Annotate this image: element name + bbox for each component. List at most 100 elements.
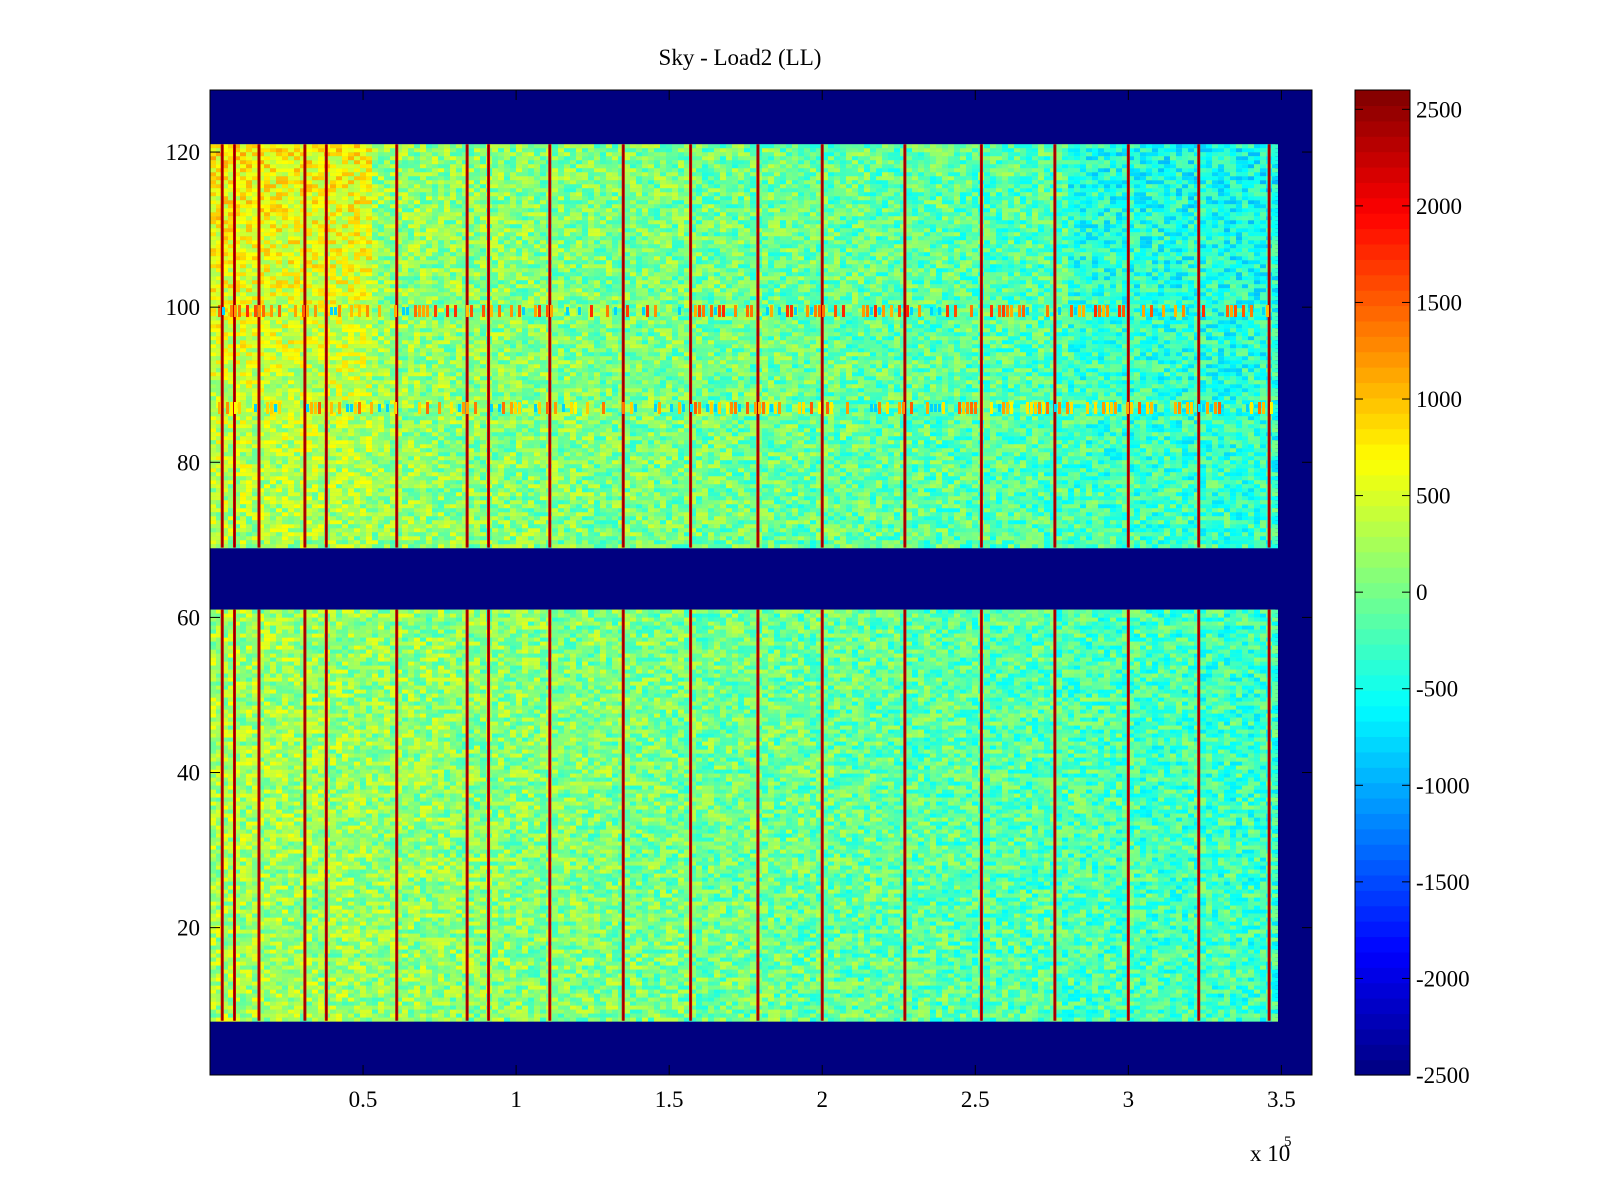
heatmap-cell — [462, 376, 468, 381]
heatmap-cell — [210, 536, 216, 541]
heatmap-cell — [222, 436, 228, 441]
heatmap-cell — [246, 384, 252, 389]
heatmap-cell — [414, 164, 420, 169]
heatmap-cell — [438, 316, 444, 321]
heatmap-cell — [288, 464, 294, 469]
heatmap-cell — [318, 144, 324, 149]
heatmap-cell — [270, 492, 276, 497]
heatmap-cell — [402, 428, 408, 433]
heatmap-cell — [414, 300, 420, 305]
heatmap-cell — [282, 484, 288, 489]
heatmap-cell — [210, 488, 216, 493]
heatmap-cell — [396, 536, 402, 541]
heatmap-cell — [228, 512, 234, 517]
heatmap-cell — [402, 416, 408, 421]
heatmap-cell — [264, 392, 270, 397]
heatmap-cell — [396, 184, 402, 189]
heatmap-cell — [426, 528, 432, 533]
heatmap-cell — [456, 320, 462, 325]
heatmap-cell — [294, 504, 300, 509]
heatmap-cell — [354, 192, 360, 197]
heatmap-cell — [444, 504, 450, 509]
heatmap-cell — [282, 364, 288, 369]
heatmap-cell — [210, 160, 216, 165]
heatmap-cell — [372, 428, 378, 433]
heatmap-cell — [234, 228, 240, 233]
heatmap-cell — [348, 392, 354, 397]
heatmap-cell — [372, 144, 378, 149]
heatmap-cell — [270, 392, 276, 397]
heatmap-cell — [390, 528, 396, 533]
heatmap-cell — [240, 364, 246, 369]
heatmap-cell — [216, 176, 222, 181]
heatmap-cell — [228, 276, 234, 281]
heatmap-cell — [426, 168, 432, 173]
heatmap-cell — [252, 444, 258, 449]
heatmap-cell — [474, 180, 480, 185]
heatmap-cell — [354, 296, 360, 301]
heatmap-cell — [264, 436, 270, 441]
heatmap-cell — [228, 436, 234, 441]
heatmap-cell — [342, 264, 348, 269]
heatmap-cell — [270, 220, 276, 225]
heatmap-cell — [390, 248, 396, 253]
heatmap-cell — [234, 504, 240, 509]
heatmap-cell — [246, 448, 252, 453]
heatmap-cell — [378, 320, 384, 325]
heatmap-cell — [426, 192, 432, 197]
heatmap-cell — [432, 240, 438, 245]
heatmap-cell — [222, 480, 228, 485]
heatmap-cell — [492, 240, 498, 245]
heatmap-cell — [318, 200, 324, 205]
heatmap-cell — [384, 188, 390, 193]
heatmap-cell — [342, 348, 348, 353]
heatmap-cell — [258, 208, 264, 213]
heatmap-cell — [390, 400, 396, 405]
heatmap-cell — [348, 516, 354, 521]
heatmap-cell — [312, 244, 318, 249]
heatmap-cell — [378, 212, 384, 217]
heatmap-cell — [306, 248, 312, 253]
heatmap-cell — [366, 408, 372, 413]
heatmap-cell — [348, 544, 354, 549]
heatmap-cell — [360, 264, 366, 269]
heatmap-cell — [444, 152, 450, 157]
heatmap-cell — [414, 424, 420, 429]
heatmap-cell — [264, 464, 270, 469]
heatmap-cell — [312, 340, 318, 345]
heatmap-cell — [378, 520, 384, 525]
heatmap-cell — [474, 476, 480, 481]
heatmap-cell — [306, 428, 312, 433]
heatmap-cell — [216, 464, 222, 469]
heatmap-cell — [306, 532, 312, 537]
heatmap-cell — [348, 232, 354, 237]
heatmap-cell — [306, 440, 312, 445]
heatmap-cell — [426, 160, 432, 165]
heatmap-cell — [468, 452, 474, 457]
heatmap-cell — [270, 180, 276, 185]
heatmap-cell — [216, 268, 222, 273]
heatmap-cell — [420, 336, 426, 341]
heatmap-cell — [222, 408, 228, 413]
heatmap-cell — [480, 496, 486, 501]
heatmap-cell — [420, 504, 426, 509]
heatmap-cell — [378, 156, 384, 161]
heatmap-cell — [462, 412, 468, 417]
heatmap-cell — [330, 412, 336, 417]
heatmap-cell — [246, 516, 252, 521]
heatmap-cell — [408, 436, 414, 441]
heatmap-cell — [234, 512, 240, 517]
heatmap-cell — [246, 268, 252, 273]
heatmap-cell — [258, 332, 264, 337]
heatmap-cell — [330, 320, 336, 325]
heatmap-cell — [378, 196, 384, 201]
heatmap-cell — [354, 396, 360, 401]
heatmap-cell — [480, 372, 486, 377]
heatmap-cell — [234, 232, 240, 237]
heatmap-cell — [456, 288, 462, 293]
heatmap-cell — [318, 468, 324, 473]
heatmap-cell — [384, 524, 390, 529]
heatmap-cell — [222, 200, 228, 205]
heatmap-cell — [306, 232, 312, 237]
heatmap-cell — [276, 472, 282, 477]
